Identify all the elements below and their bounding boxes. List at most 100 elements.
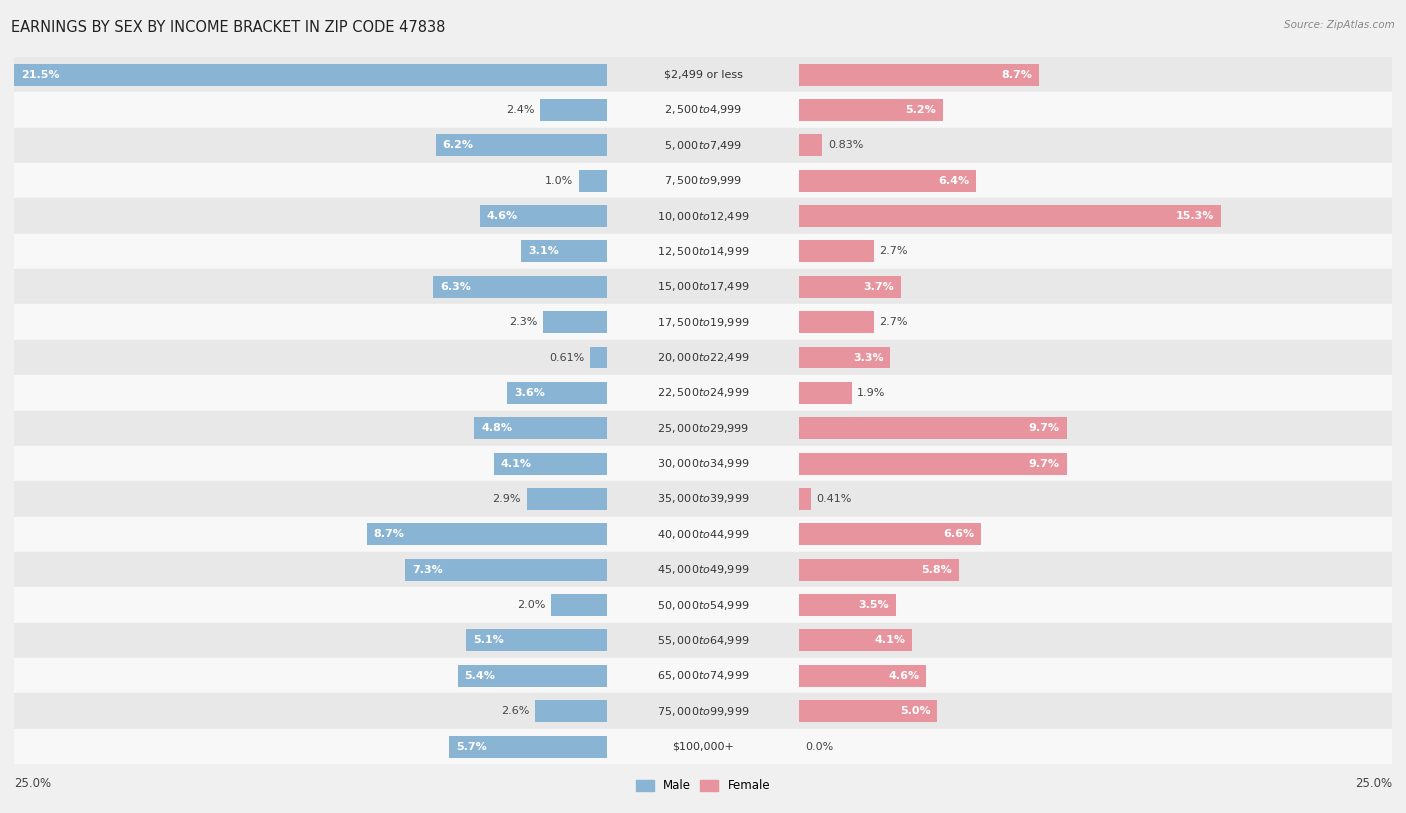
Text: 5.7%: 5.7% — [457, 741, 486, 751]
Text: 15.3%: 15.3% — [1175, 211, 1215, 221]
Bar — [800, 417, 1067, 439]
Text: 4.1%: 4.1% — [875, 636, 905, 646]
Bar — [14, 92, 1392, 128]
Text: 5.8%: 5.8% — [922, 565, 952, 575]
Bar — [551, 594, 606, 616]
Text: Source: ZipAtlas.com: Source: ZipAtlas.com — [1284, 20, 1395, 30]
Text: 5.4%: 5.4% — [464, 671, 495, 680]
Text: $25,000 to $29,999: $25,000 to $29,999 — [657, 422, 749, 435]
Bar — [14, 623, 1392, 659]
Text: $50,000 to $54,999: $50,000 to $54,999 — [657, 598, 749, 611]
Text: 0.83%: 0.83% — [828, 141, 863, 150]
Bar — [458, 665, 606, 687]
Text: 2.7%: 2.7% — [879, 246, 908, 256]
Text: $40,000 to $44,999: $40,000 to $44,999 — [657, 528, 749, 541]
Text: 4.6%: 4.6% — [486, 211, 517, 221]
Text: $7,500 to $9,999: $7,500 to $9,999 — [664, 174, 742, 187]
Text: $12,500 to $14,999: $12,500 to $14,999 — [657, 245, 749, 258]
Text: 1.0%: 1.0% — [546, 176, 574, 185]
Bar — [450, 736, 606, 758]
Bar — [14, 693, 1392, 729]
Bar — [800, 559, 959, 580]
Bar — [14, 233, 1392, 269]
Bar — [508, 382, 606, 404]
Bar — [405, 559, 606, 580]
Bar — [800, 311, 875, 333]
Bar — [14, 163, 1392, 198]
Text: $22,500 to $24,999: $22,500 to $24,999 — [657, 386, 749, 399]
Bar — [14, 63, 606, 85]
Bar — [527, 488, 606, 510]
Bar — [14, 340, 1392, 375]
Bar — [800, 134, 823, 156]
Text: 5.0%: 5.0% — [900, 706, 931, 716]
Bar — [800, 524, 981, 546]
Text: 5.2%: 5.2% — [905, 105, 936, 115]
Bar — [800, 170, 976, 192]
Text: $2,499 or less: $2,499 or less — [664, 70, 742, 80]
Text: 25.0%: 25.0% — [14, 776, 51, 789]
Text: $5,000 to $7,499: $5,000 to $7,499 — [664, 139, 742, 152]
Bar — [14, 517, 1392, 552]
Text: 3.1%: 3.1% — [529, 246, 558, 256]
Text: 9.7%: 9.7% — [1029, 424, 1060, 433]
Text: 6.3%: 6.3% — [440, 282, 471, 292]
Text: 2.0%: 2.0% — [517, 600, 546, 610]
Bar — [540, 99, 606, 121]
Text: 4.1%: 4.1% — [501, 459, 531, 468]
Text: 6.2%: 6.2% — [443, 141, 474, 150]
Text: $30,000 to $34,999: $30,000 to $34,999 — [657, 457, 749, 470]
Bar — [534, 700, 606, 722]
Text: $17,500 to $19,999: $17,500 to $19,999 — [657, 315, 749, 328]
Text: 4.8%: 4.8% — [481, 424, 512, 433]
Text: $100,000+: $100,000+ — [672, 741, 734, 751]
Bar — [494, 453, 606, 475]
Text: $20,000 to $22,499: $20,000 to $22,499 — [657, 351, 749, 364]
Bar — [14, 552, 1392, 587]
Text: 3.7%: 3.7% — [863, 282, 894, 292]
Text: 0.61%: 0.61% — [548, 353, 585, 363]
Bar — [522, 241, 606, 263]
Bar — [800, 99, 943, 121]
Text: 2.9%: 2.9% — [492, 494, 522, 504]
Text: 2.7%: 2.7% — [879, 317, 908, 327]
Bar — [14, 57, 1392, 92]
Text: $35,000 to $39,999: $35,000 to $39,999 — [657, 493, 749, 506]
Bar — [14, 587, 1392, 623]
Bar — [589, 346, 606, 368]
Text: 5.1%: 5.1% — [472, 636, 503, 646]
Text: 25.0%: 25.0% — [1355, 776, 1392, 789]
Bar — [579, 170, 606, 192]
Bar — [367, 524, 606, 546]
Text: $65,000 to $74,999: $65,000 to $74,999 — [657, 669, 749, 682]
Bar — [14, 198, 1392, 234]
Bar — [14, 446, 1392, 481]
Bar — [14, 304, 1392, 340]
Text: 2.6%: 2.6% — [501, 706, 530, 716]
Bar — [14, 729, 1392, 764]
Bar — [800, 594, 896, 616]
Text: 8.7%: 8.7% — [374, 529, 405, 539]
Bar — [14, 481, 1392, 517]
Text: 2.3%: 2.3% — [509, 317, 537, 327]
Bar — [800, 63, 1039, 85]
Bar — [14, 376, 1392, 411]
Bar — [543, 311, 606, 333]
Bar — [14, 128, 1392, 163]
Text: 6.4%: 6.4% — [938, 176, 969, 185]
Text: $45,000 to $49,999: $45,000 to $49,999 — [657, 563, 749, 576]
Bar — [800, 665, 927, 687]
Text: 2.4%: 2.4% — [506, 105, 534, 115]
Bar — [14, 411, 1392, 446]
Text: 21.5%: 21.5% — [21, 70, 59, 80]
Text: 6.6%: 6.6% — [943, 529, 974, 539]
Text: 8.7%: 8.7% — [1001, 70, 1032, 80]
Bar — [800, 700, 938, 722]
Text: $10,000 to $12,499: $10,000 to $12,499 — [657, 210, 749, 223]
Text: 3.6%: 3.6% — [515, 388, 546, 398]
Text: 3.5%: 3.5% — [859, 600, 889, 610]
Text: $2,500 to $4,999: $2,500 to $4,999 — [664, 103, 742, 116]
Bar — [800, 346, 890, 368]
Bar — [433, 276, 606, 298]
Bar — [800, 241, 875, 263]
